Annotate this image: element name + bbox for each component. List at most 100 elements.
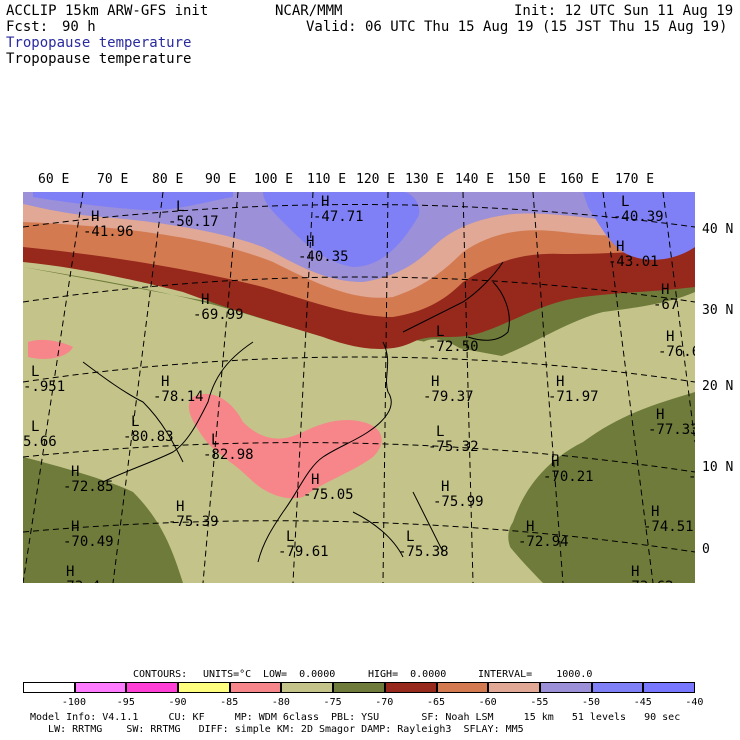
field-cell-salmon-main (188, 393, 382, 499)
high-marker: H (71, 519, 79, 535)
high-marker: H (66, 564, 74, 580)
marker-value: -76.6 (658, 344, 695, 360)
marker-value: -82.98 (203, 447, 254, 463)
high-marker: H (321, 194, 329, 210)
field-cell-blue-center (263, 192, 420, 267)
high-marker: H (431, 374, 439, 390)
marker-value: -43.01 (608, 254, 659, 270)
marker-value: -75.32 (428, 439, 479, 455)
high-marker: H (526, 519, 534, 535)
legend-swatch (488, 682, 540, 693)
marker-value: -40.39 (613, 209, 664, 225)
field-band-light-mid (23, 282, 695, 583)
marker-value: -47.71 (313, 209, 364, 225)
marker-value: -75.39 (168, 514, 219, 530)
low-marker: L (621, 194, 629, 210)
units-label: UNITS=°C (203, 669, 252, 680)
marker-value: -75.05 (303, 487, 354, 503)
marker-value: -67 (653, 297, 678, 313)
high-marker: H (441, 479, 449, 495)
low-marker: L (436, 424, 444, 440)
longitude-label: 110 E (307, 172, 347, 187)
high-marker: H (161, 374, 169, 390)
marker-value: -77.33 (648, 422, 695, 438)
low-marker: L (31, 419, 39, 435)
high-marker: H (661, 282, 669, 298)
interval-label: INTERVAL= 1000.0 (478, 669, 593, 680)
high-marker: H (551, 454, 559, 470)
high-marker: H (311, 472, 319, 488)
color-legend (23, 682, 695, 693)
longitude-label: 120 E (356, 172, 396, 187)
map-panel: H -41.96 L -50.17 H -47.71 H -40.35 L -40.39 H -43.… (23, 192, 695, 583)
longitude-label: 70 E (97, 172, 129, 187)
high-label: HIGH= 0.0000 (368, 669, 447, 680)
legend-tick-label: -45 (633, 697, 652, 708)
graticule (23, 192, 695, 583)
high-marker: H (201, 292, 209, 308)
marker-value: -72.94 (518, 534, 569, 550)
latitude-label: 40 N (702, 222, 734, 237)
legend-tick-label: -85 (220, 697, 239, 708)
marker-value: -.951 (23, 379, 65, 395)
high-marker: H (71, 464, 79, 480)
legend-tick-label: -40 (685, 697, 704, 708)
legend-swatch (591, 682, 644, 693)
legend-swatch (539, 682, 592, 693)
marker-value: -73.4 (58, 579, 100, 583)
high-marker: H (176, 499, 184, 515)
map-canvas: H-41.96L-50.17H-47.71H-40.35L-40.39H-43.… (23, 192, 695, 583)
organization: NCAR/MMM (275, 3, 343, 19)
field-band-dark-west (23, 457, 183, 583)
physics-info-line: LW: RRTMG SW: RRTMG DIFF: simple KM: 2D … (30, 724, 524, 735)
legend-tick-label: -95 (116, 697, 135, 708)
legend-swatch (178, 682, 230, 693)
field-cell-salmon-west (28, 339, 73, 359)
low-marker: L (406, 529, 414, 545)
legend-swatch (74, 682, 127, 693)
marker-value: -72.50 (428, 339, 479, 355)
longitude-label: 60 E (38, 172, 70, 187)
legend-tick-label: -75 (323, 697, 342, 708)
high-marker: H (656, 407, 664, 423)
legend-swatch (126, 682, 179, 693)
latitude-label: 10 N (702, 460, 734, 475)
marker-value: -78.14 (153, 389, 204, 405)
low-label: LOW= 0.0000 (263, 669, 336, 680)
field-title-color: Tropopause temperature (6, 35, 192, 51)
high-marker: H (556, 374, 564, 390)
forecast-label: Fcst: (6, 19, 49, 35)
legend-swatch (229, 682, 282, 693)
latitude-label: 30 N (702, 303, 734, 318)
marker-value: -70.21 (543, 469, 594, 485)
contours-label: CONTOURS: (133, 669, 188, 680)
high-marker: H (651, 504, 659, 520)
low-marker: L (286, 529, 294, 545)
longitude-label: 150 E (507, 172, 547, 187)
longitude-label: 170 E (615, 172, 655, 187)
legend-tick-label: -90 (168, 697, 187, 708)
legend-swatch (384, 682, 437, 693)
marker-value: -76 (688, 469, 695, 485)
legend-tick-label: -65 (426, 697, 445, 708)
latitude-label: 20 N (702, 379, 734, 394)
low-marker: L (131, 414, 139, 430)
legend-swatch (281, 682, 334, 693)
longitude-label: 100 E (254, 172, 294, 187)
marker-value: 5.66 (23, 434, 57, 450)
field-title-contour: Tropopause temperature (6, 51, 192, 67)
legend-tick-label: -100 (61, 697, 86, 708)
forecast-hour: 90 h (62, 19, 96, 35)
latitude-label: 0 (702, 542, 710, 557)
marker-value: -74.51 (643, 519, 694, 535)
legend-tick-label: -55 (530, 697, 549, 708)
longitude-label: 80 E (152, 172, 184, 187)
marker-value: -69.99 (193, 307, 244, 323)
legend-swatch (436, 682, 489, 693)
marker-value: -70.49 (63, 534, 114, 550)
high-marker: H (306, 234, 314, 250)
marker-value: -75.38 (398, 544, 449, 560)
high-marker: H (616, 239, 624, 255)
model-info-line: Model Info: V4.1.1 CU: KF MP: WDM 6class… (30, 712, 681, 723)
legend-swatch (643, 682, 695, 693)
